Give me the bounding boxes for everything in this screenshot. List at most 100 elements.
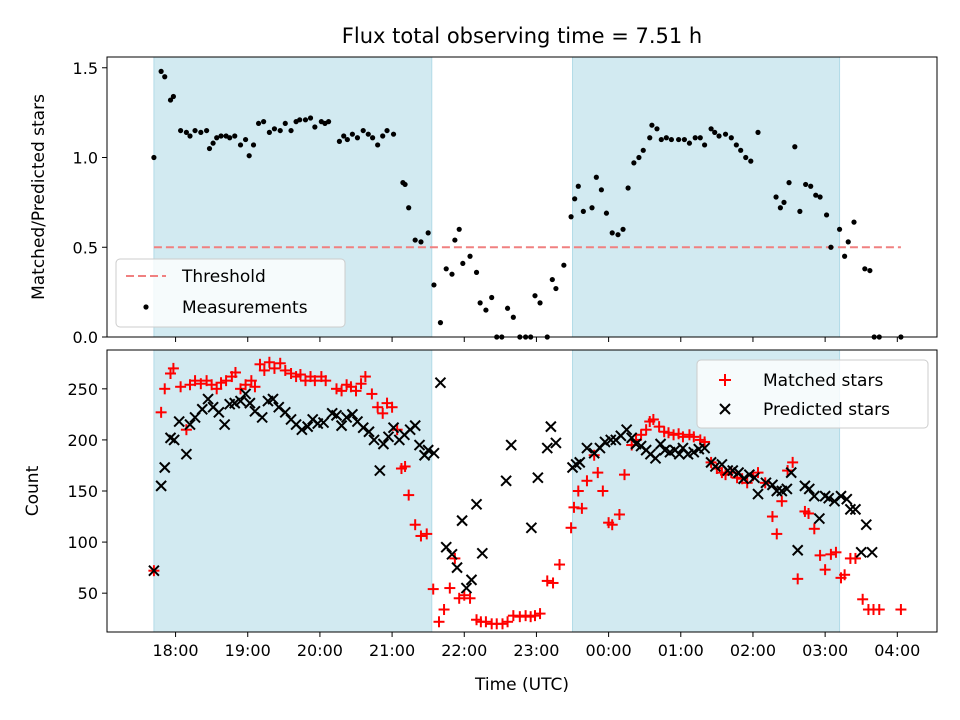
bottom-panel: 50 100 150 200 250 18:00 19:00 20:00 21:00 22:00…: [23, 349, 938, 695]
predicted-star-point: [688, 446, 700, 458]
matched-star-point: [803, 507, 815, 519]
predicted-star-point: [382, 431, 395, 443]
matched-star-point: [421, 528, 433, 540]
measurement-point: [708, 126, 714, 132]
predicted-star-point: [709, 460, 722, 473]
bottom-matched-points: [148, 356, 907, 630]
measurement-point: [344, 136, 350, 143]
measurement-point: [575, 183, 581, 189]
measurement-point: [431, 282, 437, 288]
matched-legend-swatch: [719, 374, 731, 386]
measurement-point: [792, 144, 798, 150]
predicted-star-point: [168, 434, 180, 446]
measurement-point: [580, 208, 586, 214]
predicted-star-point: [500, 475, 512, 487]
predicted-star-point: [620, 423, 633, 436]
matched-star-point: [766, 511, 778, 523]
matched-star-point: [752, 467, 764, 479]
predicted-star-point: [760, 477, 772, 489]
measurement-point: [489, 294, 495, 301]
predicted-star-point: [532, 472, 544, 484]
matched-star-point: [159, 383, 171, 395]
x-tick-label: 20:00: [297, 641, 343, 660]
predicted-star-point: [823, 492, 835, 504]
predicted-star-point: [465, 574, 478, 586]
matched-star-point: [220, 375, 232, 387]
measurement-point: [302, 117, 309, 123]
measurement-point: [360, 127, 366, 134]
predicted-star-point: [550, 437, 562, 449]
measurement-point: [803, 181, 809, 188]
top-legend: Threshold Measurements: [115, 258, 346, 328]
predicted-star-point: [748, 472, 761, 484]
measurement-point: [218, 133, 224, 139]
measurement-point: [647, 135, 653, 141]
matched-star-point: [320, 375, 332, 387]
measurement-point: [842, 253, 848, 259]
top-y-tick-label: 0.5: [73, 238, 98, 257]
x-tick-label: 04:00: [874, 641, 920, 660]
predicted-star-point: [239, 388, 252, 400]
predicted-star-point: [844, 503, 857, 516]
measurement-point: [603, 210, 610, 216]
predicted-star-point: [335, 419, 348, 432]
matched-star-point: [274, 357, 286, 369]
predicted-star-point: [267, 393, 279, 405]
matched-star-point: [529, 610, 541, 622]
predicted-star-point: [849, 503, 862, 516]
matched-star-point: [606, 519, 618, 531]
matched-star-point: [618, 469, 630, 481]
measurement-point: [797, 208, 803, 214]
matched-star-point: [677, 431, 689, 443]
matched-star-point: [497, 618, 509, 630]
predicted-star-point: [808, 490, 821, 502]
matched-star-point: [386, 401, 398, 413]
bottom-x-ticks: 18:00 19:00 20:00 21:00 22:00 23:00 00:00 01:00…: [153, 632, 920, 660]
predicted-star-point: [605, 434, 617, 446]
predicted-star-point: [625, 432, 638, 444]
measurement-point: [681, 136, 687, 143]
measurement-point: [210, 140, 216, 146]
predicted-star-point: [866, 546, 878, 559]
top-legend-box: [115, 258, 346, 328]
predicted-star-point: [541, 442, 553, 454]
predicted-star-point: [574, 456, 586, 469]
matched-star-point: [830, 546, 842, 558]
top-y-tick-label: 0.0: [73, 328, 98, 347]
predicted-star-point: [159, 461, 171, 474]
matched-star-point: [613, 509, 625, 520]
matched-star-point: [355, 378, 367, 390]
predicted-star-point: [743, 468, 756, 481]
predicted-star-point: [173, 415, 185, 428]
x-tick-label: 00:00: [586, 641, 632, 660]
measurement-point: [307, 115, 314, 121]
matched-star-point: [245, 375, 257, 387]
predicted-star-point: [317, 416, 330, 429]
matched-star-point: [155, 406, 167, 418]
matched-star-point: [415, 530, 427, 542]
matched-star-point: [534, 608, 546, 620]
predicted-star-point: [422, 444, 434, 456]
top-y-tick-label: 1.0: [73, 149, 98, 168]
measurement-point: [845, 239, 851, 245]
measurement-point: [406, 205, 412, 211]
measurement-point: [325, 119, 332, 125]
measurement-point: [697, 135, 703, 141]
x-tick-label: 21:00: [369, 641, 415, 660]
matched-legend-label: Matched stars: [763, 371, 883, 391]
measurement-point: [312, 124, 318, 130]
predicted-star-point: [218, 418, 231, 431]
matched-star-point: [576, 502, 588, 514]
measurements-legend-label: Measurements: [182, 298, 308, 318]
measurement-point: [676, 136, 682, 143]
predicted-star-point: [813, 512, 826, 525]
bottom-y-ticks: 50 100 150 200 250: [67, 380, 107, 603]
measurement-point: [288, 127, 294, 134]
top-axes-frame: [106, 56, 938, 338]
measurement-point: [443, 266, 449, 272]
predicted-star-point: [581, 442, 593, 454]
predicted-star-point: [841, 493, 853, 505]
measurement-point: [589, 205, 595, 211]
predicted-star-point: [855, 546, 867, 559]
